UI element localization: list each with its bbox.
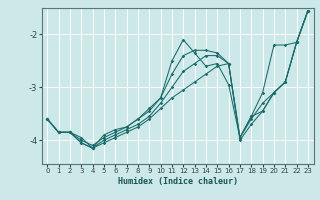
X-axis label: Humidex (Indice chaleur): Humidex (Indice chaleur) <box>118 177 237 186</box>
